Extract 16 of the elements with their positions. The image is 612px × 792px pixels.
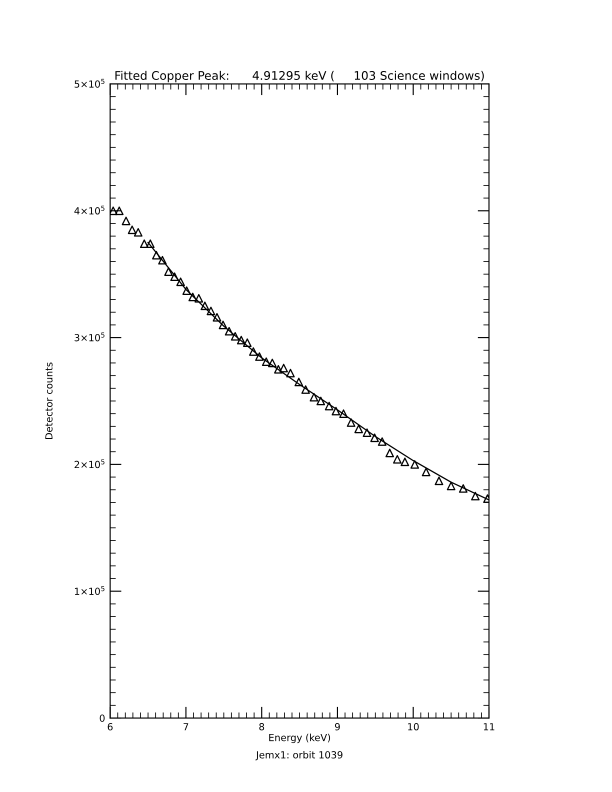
y-tick-label: 2×10$^{5}$: [74, 459, 104, 468]
y-axis-title: Detector counts: [45, 362, 53, 440]
y-tick-label: 4×10$^{5}$: [74, 206, 104, 215]
text: Jemx1: orbit 1039: [256, 751, 342, 760]
x-tick-label: 8: [259, 723, 264, 730]
y-tick-label: 3×10$^{5}$: [74, 332, 104, 342]
x-tick-label: 7: [184, 723, 188, 730]
chart-title: Fitted Copper Peak: 4.91295 keV ( 103 Science windows): [115, 70, 484, 82]
y-tick-label: 0: [100, 714, 105, 722]
x-tick-label: 11: [484, 723, 494, 730]
x-tick-label: 9: [334, 723, 340, 730]
x-tick-label: 10: [408, 723, 419, 730]
y-tick-label: 5×10$^{5}$: [74, 78, 104, 88]
x-tick-label: 6: [108, 723, 113, 730]
x-axis-title: Energy (keV): [269, 734, 330, 744]
y-tick-label: 1×10$^{5}$: [74, 586, 104, 595]
